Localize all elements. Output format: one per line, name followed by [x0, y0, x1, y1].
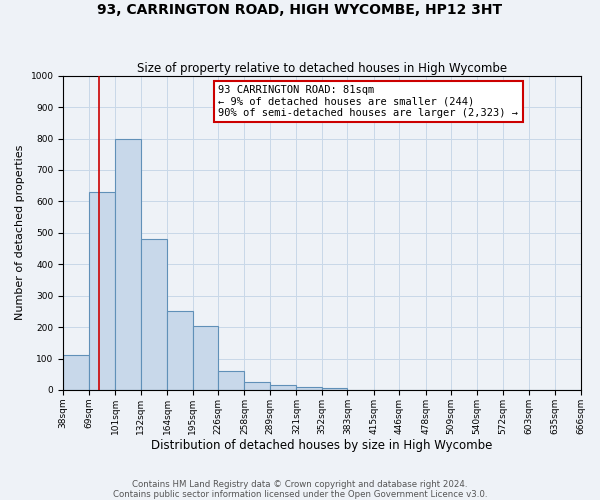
Bar	[218, 371, 244, 390]
Bar	[296, 387, 322, 390]
Bar	[63, 356, 89, 390]
Bar	[167, 312, 193, 390]
Text: 93, CARRINGTON ROAD, HIGH WYCOMBE, HP12 3HT: 93, CARRINGTON ROAD, HIGH WYCOMBE, HP12 …	[97, 2, 503, 16]
X-axis label: Distribution of detached houses by size in High Wycombe: Distribution of detached houses by size …	[151, 440, 493, 452]
Bar	[244, 382, 270, 390]
Bar	[140, 239, 167, 390]
Text: Contains HM Land Registry data © Crown copyright and database right 2024.
Contai: Contains HM Land Registry data © Crown c…	[113, 480, 487, 499]
Bar	[115, 138, 140, 390]
Y-axis label: Number of detached properties: Number of detached properties	[15, 145, 25, 320]
Title: Size of property relative to detached houses in High Wycombe: Size of property relative to detached ho…	[137, 62, 507, 74]
Bar	[322, 388, 347, 390]
Text: 93 CARRINGTON ROAD: 81sqm
← 9% of detached houses are smaller (244)
90% of semi-: 93 CARRINGTON ROAD: 81sqm ← 9% of detach…	[218, 85, 518, 118]
Bar	[270, 385, 296, 390]
Bar	[89, 192, 115, 390]
Bar	[193, 326, 218, 390]
